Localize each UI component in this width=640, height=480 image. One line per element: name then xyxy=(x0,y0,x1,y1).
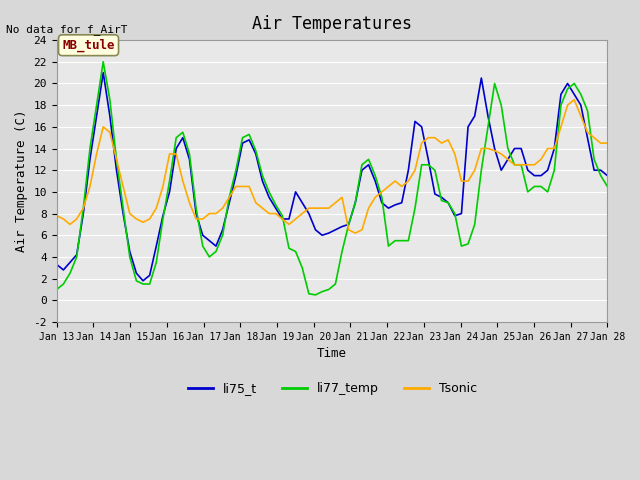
li75_t xyxy=(99,70,107,75)
li77_temp xyxy=(99,59,107,65)
Tsonic xyxy=(325,205,333,211)
li75_t xyxy=(86,156,94,162)
li75_t xyxy=(338,224,346,229)
Tsonic xyxy=(351,230,359,236)
li75_t xyxy=(484,113,492,119)
li77_temp xyxy=(338,249,346,254)
li77_temp xyxy=(60,281,67,287)
Tsonic xyxy=(504,156,512,162)
li77_temp xyxy=(312,292,319,298)
Tsonic xyxy=(86,183,94,189)
Line: Tsonic: Tsonic xyxy=(57,100,607,233)
Title: Air Temperatures: Air Temperatures xyxy=(252,15,412,33)
Text: No data for f_AirT: No data for f_AirT xyxy=(6,24,128,35)
Tsonic xyxy=(570,97,578,103)
li75_t xyxy=(139,278,147,284)
li75_t xyxy=(53,262,61,267)
li75_t xyxy=(604,173,611,179)
Tsonic xyxy=(60,216,67,222)
Text: MB_tule: MB_tule xyxy=(62,38,115,52)
Line: li75_t: li75_t xyxy=(57,72,607,281)
Tsonic xyxy=(477,145,485,151)
li75_t xyxy=(511,145,518,151)
li77_temp xyxy=(86,145,94,151)
li75_t xyxy=(60,267,67,273)
li77_temp xyxy=(53,287,61,292)
Tsonic xyxy=(53,213,61,218)
Y-axis label: Air Temperature (C): Air Temperature (C) xyxy=(15,110,28,252)
li77_temp xyxy=(484,124,492,130)
li77_temp xyxy=(305,291,313,297)
Line: li77_temp: li77_temp xyxy=(57,62,607,295)
Tsonic xyxy=(298,211,306,216)
Legend: li75_t, li77_temp, Tsonic: li75_t, li77_temp, Tsonic xyxy=(182,377,482,400)
li77_temp xyxy=(511,162,518,168)
X-axis label: Time: Time xyxy=(317,347,347,360)
li77_temp xyxy=(604,183,611,189)
li75_t xyxy=(312,227,319,233)
Tsonic xyxy=(604,140,611,146)
